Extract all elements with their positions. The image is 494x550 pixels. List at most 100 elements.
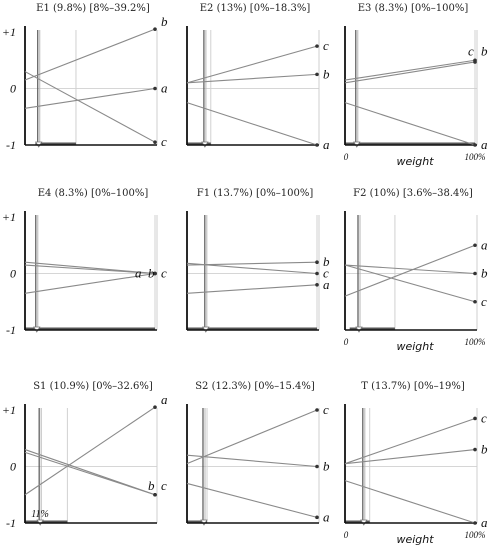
series-line-a <box>344 480 476 524</box>
panel-title: E2 (13%) [0%–18.3%] <box>200 3 311 14</box>
x-axis-label: weight <box>396 340 434 353</box>
series-end-label-b: b <box>481 442 488 457</box>
x-tick-label: 100% <box>465 337 486 347</box>
series-end-point-c <box>153 140 157 144</box>
series-line-a <box>344 244 476 297</box>
series-end-point-c <box>153 492 157 497</box>
series-line-a <box>24 406 156 496</box>
x-tick-label: 100% <box>465 530 486 540</box>
series-end-point-a <box>315 515 319 520</box>
y-tick-label: -1 <box>6 138 16 152</box>
series-end-label-c: c <box>481 294 487 309</box>
panel-title: S2 (12.3%) [0%–15.4%] <box>195 381 315 392</box>
panel-title: S1 (10.9%) [0%–32.6%] <box>33 381 153 392</box>
y-tick-label: 0 <box>10 267 16 281</box>
series-line-a <box>24 87 156 109</box>
panel-title: F2 (10%) [3.6%–38.4%] <box>353 188 473 199</box>
series-end-point-c <box>473 299 477 304</box>
panel-title: E4 (8.3%) [0%–100%] <box>38 188 149 199</box>
series-end-point-c <box>315 408 319 412</box>
series-line-b <box>186 73 318 84</box>
series-end-point-a <box>315 283 319 287</box>
series-line-b <box>344 449 476 465</box>
x-tick-label: 0 <box>344 337 349 347</box>
series-line-c <box>186 409 318 465</box>
series-end-point-c <box>473 58 477 63</box>
panel-s2: S2 (12.3%) [0%–15.4%] c b a <box>186 381 330 526</box>
series-line-c <box>344 59 476 81</box>
series-end-point-a <box>315 143 319 147</box>
series-end-label-a: a <box>481 515 488 530</box>
series-end-label-b: b <box>323 254 330 269</box>
series-end-label-a: a <box>323 509 330 524</box>
series-end-label-b: b <box>481 43 488 58</box>
panel-title: E3 (8.3%) [0%–100%] <box>358 3 469 14</box>
series-end-point-b <box>153 27 157 31</box>
series-end-label-c: c <box>481 410 487 425</box>
x-tick-label: 100% <box>465 152 486 162</box>
series-end-point-a <box>473 143 477 147</box>
series-line-c <box>186 45 318 84</box>
series-end-label-c: c <box>161 266 167 281</box>
series-end-point-a <box>473 521 477 525</box>
series-line-a <box>344 102 476 146</box>
series-end-label-b: b <box>148 478 155 493</box>
panel-e1: E1 (9.8%) [8%–39.2%] +1 0 -1 b a c <box>2 3 168 152</box>
series-line-a <box>24 272 156 294</box>
y-tick-label: 0 <box>10 460 16 474</box>
series-end-label-a: a <box>135 266 142 281</box>
series-end-point-b <box>315 464 319 469</box>
series-end-label-a: a <box>481 237 488 252</box>
series-end-label-c: c <box>323 38 329 53</box>
panel-f2: F2 (10%) [3.6%–38.4%] 0 100% weight abc <box>344 188 488 353</box>
y-tick-label: 0 <box>10 82 16 96</box>
series-end-label-a: a <box>323 137 330 152</box>
series-line-c <box>24 261 156 275</box>
x-axis-label: weight <box>396 533 434 546</box>
panel-e3: E3 (8.3%) [0%–100%] 0 100% weight c b a <box>344 3 488 168</box>
series-line-c <box>344 264 476 303</box>
series-end-point-c <box>473 416 477 421</box>
series-end-label-b: b <box>323 459 330 474</box>
series-end-point-b <box>315 72 319 77</box>
series-end-label-b: b <box>481 266 488 281</box>
series-end-label-c: c <box>161 134 167 149</box>
series-line-c <box>186 262 318 275</box>
series-line-b <box>344 264 476 275</box>
series-line-b <box>186 454 318 468</box>
series-end-label-c: c <box>468 43 474 58</box>
y-tick-label: +1 <box>2 25 16 39</box>
panel-title: E1 (9.8%) [8%–39.2%] <box>36 3 150 14</box>
series-end-label-a: a <box>161 81 168 96</box>
series-end-point-b <box>473 271 477 276</box>
panel-title: F1 (13.7%) [0%–100%] <box>197 188 314 199</box>
series-end-point-c <box>153 271 157 276</box>
series-end-point-b <box>315 260 319 265</box>
series-line-b <box>344 61 476 84</box>
series-end-point-b <box>473 447 477 452</box>
panel-t: T (13.7%) [0%–19%] 0 100% weight c b a <box>344 381 488 546</box>
series-end-label-a: a <box>481 137 488 152</box>
y-tick-label: +1 <box>2 403 16 417</box>
panel-e2: E2 (13%) [0%–18.3%] cb a <box>186 3 330 152</box>
series-end-point-c <box>315 44 319 48</box>
series-line-b <box>24 28 156 81</box>
x-tick-label: 0 <box>344 152 349 162</box>
series-line-a <box>186 284 318 294</box>
series-end-point-a <box>473 243 477 248</box>
series-end-point-c <box>315 271 319 276</box>
series-line-c <box>24 71 156 143</box>
series-end-label-a: a <box>323 277 330 292</box>
series-end-point-a <box>153 86 157 91</box>
series-end-label-b: b <box>161 14 168 29</box>
series-line-c <box>344 417 476 465</box>
series-line-a <box>186 102 318 146</box>
panel-title: T (13.7%) [0%–19%] <box>361 381 465 392</box>
series-end-label-c: c <box>323 402 329 417</box>
panel-f1: F1 (13.7%) [0%–100%] bca <box>186 188 330 333</box>
panel-e4: E4 (8.3%) [0%–100%] +1 0 -1 a b c <box>2 188 167 337</box>
series-end-label-b: b <box>323 66 330 81</box>
panel-s1: S1 (10.9%) [0%–32.6%] +1 0 -1 11% a b c <box>2 381 168 530</box>
y-tick-label: -1 <box>6 323 16 337</box>
series-end-point-a <box>153 405 157 409</box>
